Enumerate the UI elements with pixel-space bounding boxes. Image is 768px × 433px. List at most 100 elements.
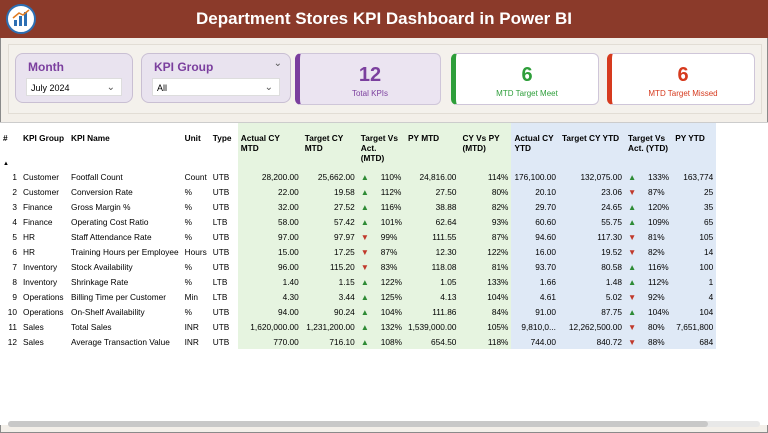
cell-actual_mtd: 28,200.00 <box>237 169 302 184</box>
cell-group: HR <box>23 246 35 257</box>
cell-actual_mtd: 96.00 <box>237 259 302 274</box>
cell-value: 122% <box>380 276 402 287</box>
table-row[interactable]: 9 Operations Billing Time per Customer Min L… <box>0 289 717 304</box>
col-header-num[interactable]: # ▲ <box>3 133 9 167</box>
cell-value: 92% <box>647 291 665 302</box>
table-row[interactable]: 10 Operations On-Shelf Availability% UTB 94.… <box>0 304 717 319</box>
cell-unit: % <box>184 276 192 287</box>
triangle-up-icon: ▲ <box>360 276 369 287</box>
cell-cyvspy_mtd: 82% <box>459 199 512 214</box>
chevron-down-icon[interactable]: ⌄ <box>264 82 273 93</box>
col-header-py-ytd[interactable]: PY YTD <box>672 123 717 169</box>
kpi-group-dropdown[interactable]: All ⌄ <box>152 78 280 96</box>
cell-cyvspy_mtd: 87% <box>459 229 512 244</box>
col-header-name[interactable]: KPI Name <box>71 133 110 143</box>
cell-py_mtd: 654.50 <box>404 334 460 349</box>
cell-unit: % <box>184 261 192 272</box>
cell-group: HR <box>23 231 35 242</box>
cell-value: 81% <box>647 231 665 242</box>
col-header-target-ytd[interactable]: Target CY YTD <box>558 123 625 169</box>
cell-type: LTB <box>212 276 228 287</box>
month-slicer[interactable]: Month July 2024 ⌄ <box>15 53 133 103</box>
col-header-actual-mtd[interactable]: Actual CY MTD <box>237 123 302 169</box>
cell-py_mtd: 1,539,000.00 <box>404 319 460 334</box>
cell-group: Finance <box>23 216 53 227</box>
col-header-cyvspy-mtd[interactable]: CY Vs PY (MTD) <box>459 123 512 169</box>
triangle-down-icon: ▼ <box>627 336 637 347</box>
filter-card-panel: Month July 2024 ⌄ KPI Group ⌄ All ⌄ 12 T… <box>8 44 762 114</box>
cell-unit: Hours <box>184 246 207 257</box>
month-slicer-label: Month <box>28 60 64 74</box>
chevron-down-icon[interactable]: ⌄ <box>273 58 282 69</box>
cell-cyvspy_mtd: 80% <box>459 184 512 199</box>
table-row[interactable]: 7 Inventory Stock Availability% UTB 96.00 115… <box>0 259 717 274</box>
cell-group: Finance <box>23 201 53 212</box>
table-row[interactable]: 1 Customer Footfall Count Count UTB 28,200.00… <box>0 169 717 184</box>
cell-target_ytd: 5.02 <box>558 289 625 304</box>
kpi-group-slicer[interactable]: KPI Group ⌄ All ⌄ <box>141 53 291 103</box>
cell-name: On-Shelf Availability <box>71 306 145 317</box>
month-dropdown[interactable]: July 2024 ⌄ <box>26 78 122 96</box>
cell-unit: % <box>184 201 192 212</box>
col-header-target-mtd[interactable]: Target CY MTD <box>301 123 358 169</box>
cell-name: Billing Time per Customer <box>71 291 166 302</box>
col-header-py-mtd[interactable]: PY MTD <box>404 123 460 169</box>
kpi-group-slicer-label: KPI Group <box>154 60 214 74</box>
cell-value: 87% <box>380 246 398 257</box>
cell-type: UTB <box>212 201 230 212</box>
cell-value: 112% <box>647 276 669 287</box>
cell-target_ytd: 840.72 <box>558 334 625 349</box>
cell-actual_mtd: 58.00 <box>237 214 302 229</box>
cell-value: 82% <box>647 246 665 257</box>
cell-value: 88% <box>647 336 665 347</box>
cell-type: LTB <box>212 291 228 302</box>
cell-py_mtd: 12.30 <box>404 244 460 259</box>
cell-value: 110% <box>380 171 402 182</box>
triangle-down-icon: ▼ <box>360 231 369 242</box>
cell-group: Sales <box>23 336 44 347</box>
cell-num: 9 <box>12 291 17 302</box>
cell-actual_ytd: 94.60 <box>511 229 559 244</box>
cell-name: Conversion Rate <box>71 186 133 197</box>
cell-actual_ytd: 60.60 <box>511 214 559 229</box>
col-header-unit[interactable]: Unit <box>184 133 201 143</box>
table-row[interactable]: 5 HR Staff Attendance Rate% UTB 97.00 97.97 ▼ 9… <box>0 229 717 244</box>
table-row[interactable]: 2 Customer Conversion Rate% UTB 22.00 19.58 ▲ 1… <box>0 184 717 199</box>
triangle-up-icon: ▲ <box>627 171 637 182</box>
cell-num: 3 <box>12 201 17 212</box>
scrollbar-thumb[interactable] <box>8 421 708 427</box>
title-bar: Department Stores KPI Dashboard in Power… <box>0 0 768 38</box>
triangle-up-icon: ▲ <box>627 201 637 212</box>
cell-value: 132% <box>380 321 402 332</box>
triangle-up-icon: ▲ <box>627 261 637 272</box>
table-row[interactable]: 11 Sales Total Sales INR UTB 1,620,000.00 1,23… <box>0 319 717 334</box>
mtd-target-meet-card: 6 MTD Target Meet <box>451 53 599 105</box>
table-row[interactable]: 12 Sales Average Transaction Value INR UTB 77… <box>0 334 717 349</box>
horizontal-scrollbar[interactable] <box>8 421 760 427</box>
cell-cyvspy_mtd: 93% <box>459 214 512 229</box>
cell-unit: INR <box>184 336 199 347</box>
cell-target_mtd: 90.24 <box>301 304 358 319</box>
table-row[interactable]: 8 Inventory Shrinkage Rate% LTB 1.40 1.15 ▲ 122… <box>0 274 717 289</box>
table-row[interactable]: 4 Finance Operating Cost Ratio% LTB 58.00 57.… <box>0 214 717 229</box>
cell-actual_ytd: 176,100.00 <box>511 169 559 184</box>
chevron-down-icon[interactable]: ⌄ <box>106 82 115 93</box>
cell-tva_ytd: ▲ 116% <box>624 259 673 274</box>
cell-actual_mtd: 770.00 <box>237 334 302 349</box>
cell-unit: % <box>184 216 192 227</box>
cell-type: UTB <box>212 186 230 197</box>
cell-actual_mtd: 97.00 <box>237 229 302 244</box>
cell-num: 10 <box>7 306 17 317</box>
triangle-down-icon: ▼ <box>627 321 637 332</box>
cell-py_mtd: 111.55 <box>404 229 460 244</box>
cell-unit: INR <box>184 321 199 332</box>
col-header-tva-mtd[interactable]: Target Vs Act. (MTD) <box>357 123 405 169</box>
col-header-group[interactable]: KPI Group <box>23 133 65 143</box>
table-row[interactable]: 3 Finance Gross Margin %% UTB 32.00 27.52 ▲ 116… <box>0 199 717 214</box>
col-header-type[interactable]: Type <box>212 133 232 143</box>
col-header-actual-ytd[interactable]: Actual CY YTD <box>511 123 559 169</box>
table-row[interactable]: 6 HR Training Hours per Employee Hours UTB 15… <box>0 244 717 259</box>
cell-value: 101% <box>380 216 402 227</box>
cell-unit: % <box>184 186 192 197</box>
col-header-tva-ytd[interactable]: Target Vs Act. (YTD) <box>624 123 673 169</box>
